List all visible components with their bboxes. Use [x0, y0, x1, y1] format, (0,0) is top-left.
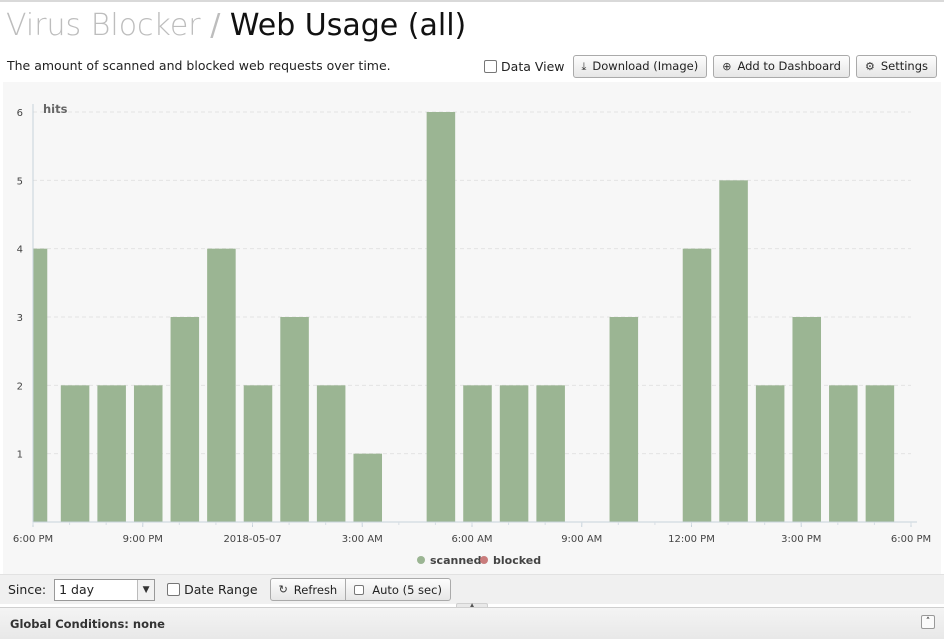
gear-icon: ⚙	[864, 59, 875, 73]
download-image-button[interactable]: ⤓ Download (Image)	[572, 54, 708, 78]
bar-scanned	[170, 317, 200, 522]
since-label: Since:	[8, 582, 47, 597]
bar-scanned	[280, 317, 309, 522]
report-name: Web Usage (all)	[229, 8, 467, 43]
bar-scanned	[829, 385, 858, 522]
legend-label-blocked: blocked	[493, 554, 541, 567]
plus-circle-icon: ⊕	[722, 59, 732, 73]
add-to-dashboard-label: Add to Dashboard	[737, 59, 841, 73]
collapse-icon[interactable]: ˄	[921, 615, 935, 629]
bar-scanned	[719, 180, 748, 522]
since-value: 1 day	[59, 582, 95, 597]
bottom-toolbar: Since: 1 day ▼ Date Range ↻ Refresh Auto…	[0, 574, 944, 604]
bar-scanned	[97, 385, 126, 522]
bar-scanned	[353, 453, 383, 522]
x-tick-label: 2018-05-07	[223, 534, 281, 545]
chevron-down-icon[interactable]: ▼	[137, 579, 155, 600]
download-icon: ⤓	[581, 59, 587, 73]
bar-scanned	[207, 248, 236, 522]
legend-label-scanned: scanned	[430, 554, 482, 567]
global-conditions-bar[interactable]: Global Conditions: none ˄	[0, 607, 944, 639]
report-description: The amount of scanned and blocked web re…	[7, 58, 391, 73]
chart-panel: 1 2 3 4 5 6 hits 6:00 PM 9:00 PM 2018-05-07 3:00 A…	[3, 82, 941, 574]
x-tick-label: 3:00 PM	[781, 534, 821, 545]
data-view-toggle[interactable]: Data View	[484, 58, 565, 74]
refresh-label: Refresh	[293, 582, 338, 597]
x-tick-label: 9:00 PM	[123, 534, 163, 545]
legend-marker-scanned	[417, 556, 425, 564]
y-tick-label: 6	[17, 108, 23, 119]
report-toolbar: Data View ⤓ Download (Image) ⊕ Add to Da…	[484, 54, 937, 78]
bar-scanned	[133, 385, 163, 522]
bar-scanned	[243, 385, 273, 522]
x-tick-label: 6:00 PM	[891, 534, 931, 545]
data-view-checkbox[interactable]	[484, 59, 498, 73]
refresh-button[interactable]: ↻ Refresh	[269, 578, 347, 601]
bar-scanned	[426, 112, 456, 522]
date-range-label: Date Range	[184, 582, 258, 597]
legend-marker-blocked	[480, 556, 488, 564]
y-tick-label: 5	[17, 176, 23, 187]
bar-scanned	[316, 385, 346, 522]
auto-refresh-label: Auto (5 sec)	[372, 582, 442, 597]
x-tick-label: 6:00 PM	[13, 534, 53, 545]
data-view-label: Data View	[501, 58, 565, 74]
title-separator: /	[210, 8, 221, 43]
x-tick-label: 6:00 AM	[451, 534, 492, 545]
bar-scanned	[60, 385, 90, 522]
usage-chart: 1 2 3 4 5 6 hits 6:00 PM 9:00 PM 2018-05-07 3:00 A…	[13, 102, 931, 567]
auto-refresh-checkbox[interactable]	[354, 584, 365, 595]
page-title: Virus Blocker / Web Usage (all)	[6, 6, 466, 46]
top-border	[0, 0, 944, 2]
refresh-icon: ↻	[278, 583, 288, 596]
settings-label: Settings	[880, 59, 928, 73]
add-to-dashboard-button[interactable]: ⊕ Add to Dashboard	[713, 54, 850, 78]
download-image-label: Download (Image)	[592, 59, 699, 73]
x-tick-label: 12:00 PM	[668, 534, 715, 545]
bar-scanned	[463, 385, 492, 522]
bar-scanned	[609, 317, 639, 522]
bar-scanned	[682, 248, 712, 522]
bar-scanned	[755, 385, 785, 522]
bar-scanned	[536, 385, 565, 522]
y-tick-label: 2	[17, 381, 23, 392]
global-conditions-label: Global Conditions: none	[10, 616, 165, 631]
y-tick-label: 3	[17, 313, 23, 324]
bar-scanned	[33, 248, 48, 522]
bar-scanned	[792, 317, 822, 522]
y-axis-label: hits	[43, 102, 68, 116]
date-range-checkbox[interactable]	[167, 583, 181, 596]
x-tick-label: 9:00 AM	[561, 534, 602, 545]
y-tick-label: 4	[17, 245, 23, 256]
bar-scanned	[865, 385, 895, 522]
y-tick-label: 1	[17, 450, 23, 461]
since-select[interactable]: 1 day ▼	[54, 578, 156, 601]
x-tick-label: 3:00 AM	[342, 534, 383, 545]
auto-refresh-button[interactable]: Auto (5 sec)	[346, 578, 451, 601]
settings-button[interactable]: ⚙ Settings	[855, 54, 937, 78]
bar-scanned	[499, 385, 529, 522]
refresh-group: ↻ Refresh Auto (5 sec)	[269, 578, 451, 601]
date-range-toggle[interactable]: Date Range	[167, 582, 258, 597]
app-name: Virus Blocker	[6, 8, 201, 43]
